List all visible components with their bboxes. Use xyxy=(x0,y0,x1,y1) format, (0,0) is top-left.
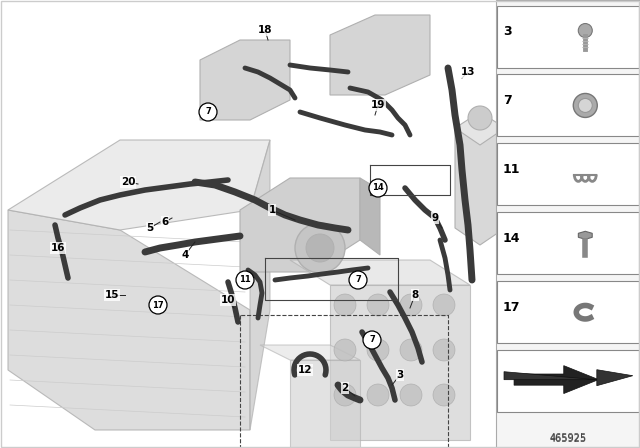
Text: 14: 14 xyxy=(503,232,520,245)
Circle shape xyxy=(295,223,345,273)
Polygon shape xyxy=(579,231,592,239)
Circle shape xyxy=(334,384,356,406)
Text: 1: 1 xyxy=(268,205,276,215)
Circle shape xyxy=(433,339,455,361)
Polygon shape xyxy=(455,112,505,145)
Circle shape xyxy=(400,294,422,316)
Text: 12: 12 xyxy=(298,365,312,375)
Text: 13: 13 xyxy=(461,67,476,77)
Text: 7: 7 xyxy=(503,94,512,107)
Text: 3: 3 xyxy=(396,370,404,380)
Circle shape xyxy=(349,271,367,289)
Circle shape xyxy=(433,384,455,406)
Circle shape xyxy=(149,296,167,314)
Circle shape xyxy=(199,103,217,121)
Text: 17: 17 xyxy=(503,301,520,314)
Circle shape xyxy=(236,271,254,289)
Polygon shape xyxy=(290,260,470,285)
Circle shape xyxy=(579,24,592,38)
Text: 7: 7 xyxy=(205,108,211,116)
Circle shape xyxy=(334,294,356,316)
Polygon shape xyxy=(455,128,505,245)
Polygon shape xyxy=(250,140,270,430)
Circle shape xyxy=(400,384,422,406)
Circle shape xyxy=(573,94,597,117)
Polygon shape xyxy=(504,370,633,386)
Circle shape xyxy=(579,99,592,112)
Circle shape xyxy=(363,331,381,349)
Text: 14: 14 xyxy=(372,184,384,193)
Circle shape xyxy=(369,179,387,197)
Text: 19: 19 xyxy=(371,100,385,110)
Text: 2: 2 xyxy=(341,383,349,393)
Bar xyxy=(496,0,640,448)
Text: 15: 15 xyxy=(105,290,119,300)
Circle shape xyxy=(367,339,389,361)
Polygon shape xyxy=(360,178,380,255)
Circle shape xyxy=(367,294,389,316)
Circle shape xyxy=(334,339,356,361)
Bar xyxy=(497,74,639,137)
Bar xyxy=(497,143,639,205)
Circle shape xyxy=(468,106,492,130)
Polygon shape xyxy=(514,366,598,393)
Circle shape xyxy=(306,234,334,262)
Text: 10: 10 xyxy=(221,295,236,305)
Polygon shape xyxy=(240,178,360,272)
Polygon shape xyxy=(8,140,270,230)
Polygon shape xyxy=(290,360,360,448)
Bar xyxy=(497,350,639,412)
Text: 465925: 465925 xyxy=(549,434,587,444)
Circle shape xyxy=(433,294,455,316)
Polygon shape xyxy=(200,40,290,120)
Polygon shape xyxy=(330,285,470,440)
Text: 8: 8 xyxy=(412,290,419,300)
Text: 16: 16 xyxy=(51,243,65,253)
Text: 7: 7 xyxy=(369,336,375,345)
Text: 20: 20 xyxy=(121,177,135,187)
Text: 6: 6 xyxy=(161,217,168,227)
Polygon shape xyxy=(260,345,360,360)
Bar xyxy=(497,212,639,274)
Circle shape xyxy=(400,339,422,361)
Text: 11: 11 xyxy=(239,276,251,284)
Text: 17: 17 xyxy=(152,301,164,310)
Bar xyxy=(497,5,639,68)
Text: 11: 11 xyxy=(503,163,520,176)
Text: 5: 5 xyxy=(147,223,154,233)
Polygon shape xyxy=(8,210,250,430)
Text: 18: 18 xyxy=(258,25,272,35)
Text: 465925: 465925 xyxy=(549,433,587,443)
Bar xyxy=(497,281,639,343)
Text: 3: 3 xyxy=(503,25,511,38)
Text: 9: 9 xyxy=(431,213,438,223)
Text: 7: 7 xyxy=(355,276,361,284)
Circle shape xyxy=(367,384,389,406)
Polygon shape xyxy=(330,15,430,95)
Text: 4: 4 xyxy=(181,250,189,260)
